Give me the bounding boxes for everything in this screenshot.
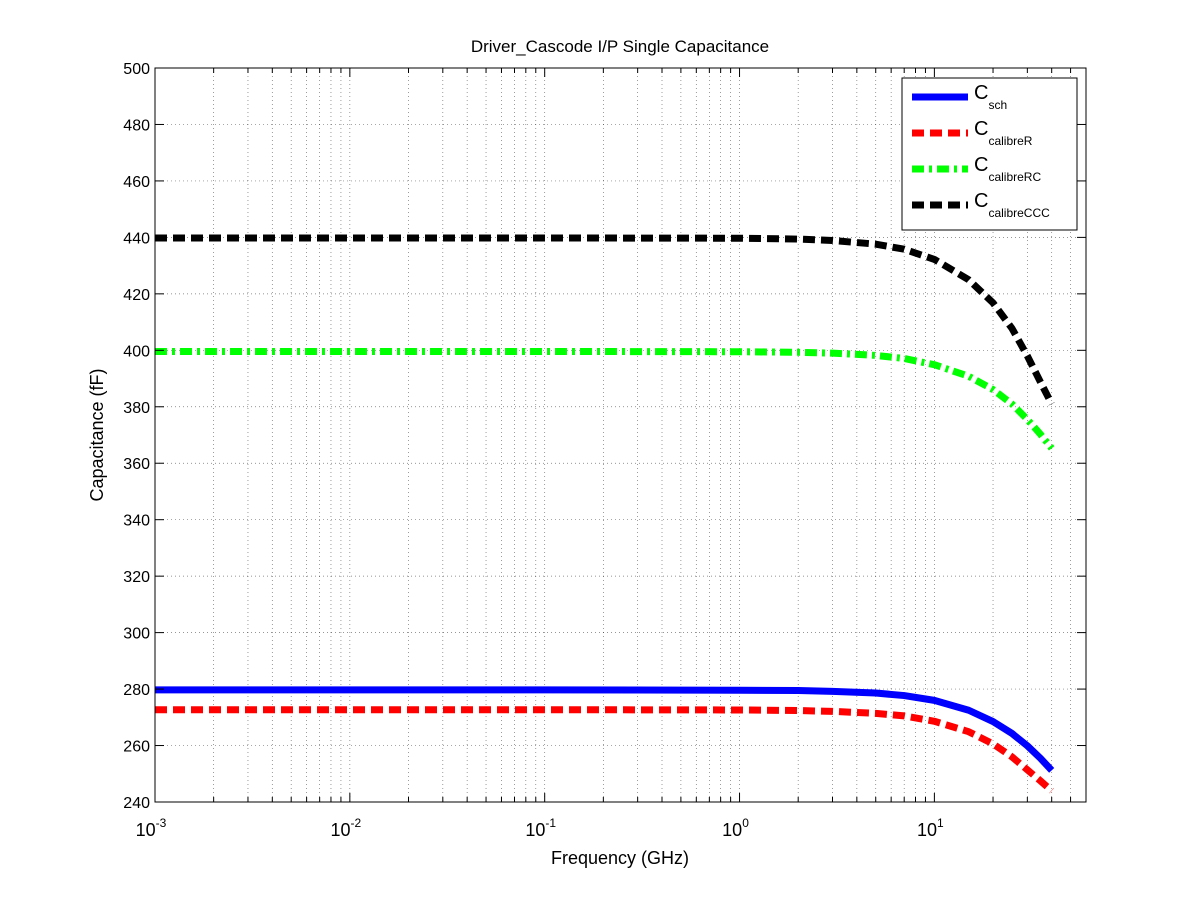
y-tick-label: 320 — [123, 569, 150, 586]
y-tick-label: 240 — [123, 795, 150, 812]
legend-entry-calibreR: CcalibreR — [974, 118, 1033, 148]
legend-entry-subscript: sch — [988, 98, 1007, 112]
x-axis-label: Frequency (GHz) — [551, 848, 689, 868]
plot-frame — [154, 67, 1087, 803]
y-tick-label: 500 — [123, 61, 150, 78]
legend-entry-sch: Csch — [974, 82, 1007, 112]
x-tick-exponent: 1 — [937, 816, 944, 830]
y-tick-label: 480 — [123, 117, 150, 134]
y-tick-label: 400 — [123, 343, 150, 360]
y-tick-label: 360 — [123, 456, 150, 473]
legend-entry-calibreRC: CcalibreRC — [974, 154, 1041, 184]
series-lines — [155, 234, 1055, 794]
y-tick-label: 460 — [123, 174, 150, 191]
x-tick-label: 101 — [917, 816, 944, 840]
x-tick-base: 10 — [917, 820, 937, 840]
legend-entry-subscript: calibreCCC — [988, 206, 1050, 220]
y-tick-label: 280 — [123, 682, 150, 699]
series-line-calibreCCC — [155, 234, 1055, 406]
legend-entry-name: C — [974, 82, 988, 104]
y-tick-label: 440 — [123, 230, 150, 247]
legend-entry-subscript: calibreR — [988, 134, 1032, 148]
x-tick-label: 100 — [722, 816, 749, 840]
x-tick-base: 10 — [136, 820, 156, 840]
series-line-sch — [155, 686, 1055, 773]
x-tick-base: 10 — [525, 820, 545, 840]
y-tick-label: 300 — [123, 626, 150, 643]
chart-title: Driver_Cascode I/P Single Capacitance — [471, 37, 769, 56]
y-tick-label: 340 — [123, 513, 150, 530]
x-tick-label: 10-1 — [525, 816, 556, 840]
x-tick-label: 10-2 — [330, 816, 361, 840]
x-tick-base: 10 — [722, 820, 742, 840]
x-tick-exponent: -3 — [156, 816, 167, 830]
axis-ticks: 240 260 280 300 320 340 360 380 400 420 440 460 480 5… — [123, 61, 1087, 840]
y-axis-label: Capacitance (fF) — [87, 368, 107, 501]
x-tick-exponent: -2 — [351, 816, 362, 830]
x-tick-base: 10 — [330, 820, 350, 840]
legend-entry-name: C — [974, 118, 988, 140]
x-tick-label: 10-3 — [136, 816, 167, 840]
series-line-calibreRC — [155, 347, 1055, 451]
series-line-calibreR — [155, 706, 1054, 794]
legend-entry-subscript: calibreRC — [988, 170, 1041, 184]
legend-entry-name: C — [974, 190, 988, 212]
y-tick-label: 260 — [123, 739, 150, 756]
y-tick-label: 420 — [123, 287, 150, 304]
x-tick-exponent: 0 — [742, 816, 749, 830]
y-tick-label: 380 — [123, 400, 150, 417]
x-tick-exponent: -1 — [545, 816, 556, 830]
legend-entry-name: C — [974, 154, 988, 176]
legend-entry-calibreCCC: CcalibreCCC — [974, 190, 1050, 220]
